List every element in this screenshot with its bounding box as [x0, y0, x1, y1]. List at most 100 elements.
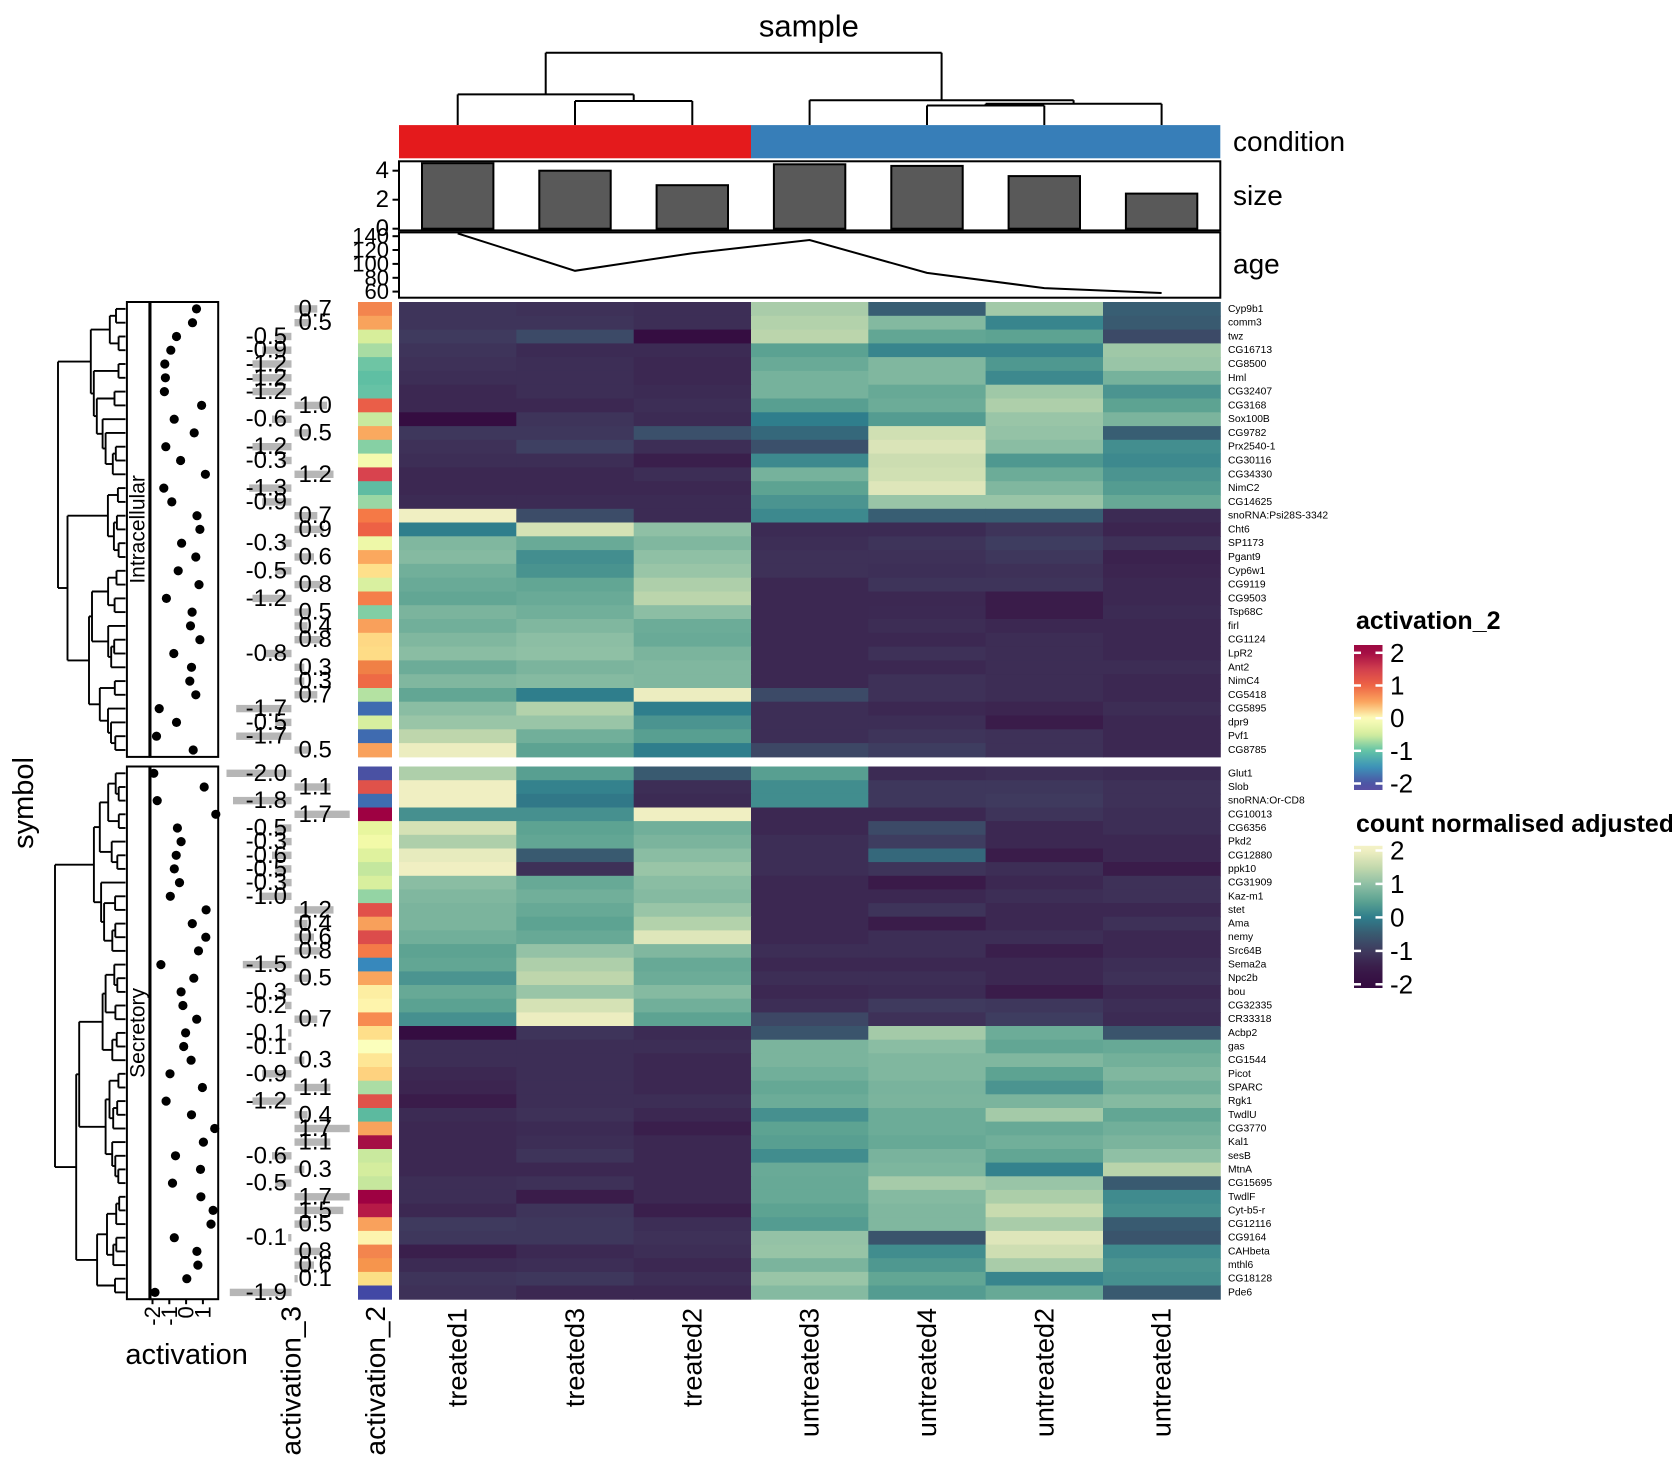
svg-text:1.1: 1.1: [299, 1074, 332, 1101]
svg-text:0.4: 0.4: [299, 910, 332, 937]
svg-text:size: size: [1233, 180, 1283, 211]
svg-text:2: 2: [1390, 836, 1404, 866]
svg-text:Secretory: Secretory: [127, 987, 150, 1077]
svg-text:Glut1: Glut1: [1228, 768, 1253, 779]
svg-text:0: 0: [1390, 902, 1404, 932]
svg-text:-1.5: -1.5: [246, 951, 287, 978]
svg-text:-0.5: -0.5: [246, 855, 287, 882]
svg-text:CG3770: CG3770: [1228, 1124, 1267, 1135]
svg-text:Cyp6w1: Cyp6w1: [1228, 566, 1265, 577]
svg-text:CG6356: CG6356: [1228, 823, 1267, 834]
svg-text:snoRNA:Psi28S-3342: snoRNA:Psi28S-3342: [1228, 511, 1328, 522]
svg-text:CG31909: CG31909: [1228, 878, 1272, 889]
svg-text:Pkd2: Pkd2: [1228, 837, 1252, 848]
svg-text:-0.5: -0.5: [246, 815, 287, 842]
svg-text:gas: gas: [1228, 1042, 1245, 1053]
svg-text:Sema2a: Sema2a: [1228, 960, 1267, 971]
svg-text:0.8: 0.8: [299, 937, 332, 964]
svg-text:-0.6: -0.6: [246, 406, 287, 433]
svg-text:-0.1: -0.1: [246, 1224, 287, 1251]
svg-text:-1.7: -1.7: [246, 695, 287, 722]
svg-text:Kaz-m1: Kaz-m1: [1228, 891, 1264, 902]
svg-text:-1: -1: [1390, 736, 1413, 766]
svg-text:Intracellular: Intracellular: [127, 475, 150, 584]
svg-text:0.3: 0.3: [299, 1047, 332, 1074]
svg-text:-0.1: -0.1: [246, 1019, 287, 1046]
svg-text:-2.0: -2.0: [246, 760, 287, 787]
svg-text:treated3: treated3: [560, 1308, 590, 1407]
svg-text:Acbp2: Acbp2: [1228, 1028, 1257, 1039]
svg-text:-0.9: -0.9: [246, 1060, 287, 1087]
svg-text:0.8: 0.8: [299, 626, 332, 653]
svg-text:-1.8: -1.8: [246, 787, 287, 814]
svg-text:0.4: 0.4: [299, 1101, 332, 1128]
svg-text:CG3168: CG3168: [1228, 400, 1267, 411]
svg-text:condition: condition: [1233, 126, 1345, 157]
svg-text:0.5: 0.5: [299, 599, 332, 626]
svg-text:mthl6: mthl6: [1228, 1260, 1253, 1271]
svg-text:1.2: 1.2: [299, 461, 332, 488]
svg-text:1.5: 1.5: [299, 1197, 332, 1224]
svg-text:Npc2b: Npc2b: [1228, 973, 1258, 984]
svg-text:0.8: 0.8: [299, 571, 332, 598]
svg-text:80: 80: [365, 265, 389, 290]
svg-text:age: age: [1233, 248, 1280, 279]
svg-text:stet: stet: [1228, 905, 1245, 916]
svg-text:-1.2: -1.2: [246, 1088, 287, 1115]
svg-text:CG32407: CG32407: [1228, 387, 1272, 398]
svg-text:-2: -2: [1390, 769, 1413, 799]
svg-text:-0.6: -0.6: [246, 842, 287, 869]
svg-text:Cyt-b5-r: Cyt-b5-r: [1228, 1205, 1266, 1216]
svg-text:0.3: 0.3: [299, 1156, 332, 1183]
svg-text:0.3: 0.3: [299, 654, 332, 681]
svg-text:1.7: 1.7: [299, 801, 332, 828]
svg-text:-0.9: -0.9: [246, 488, 287, 515]
svg-text:CR33318: CR33318: [1228, 1014, 1272, 1025]
svg-text:dpr9: dpr9: [1228, 717, 1249, 728]
svg-text:-1.2: -1.2: [246, 351, 287, 378]
svg-text:bou: bou: [1228, 987, 1245, 998]
svg-text:-1.2: -1.2: [246, 364, 287, 391]
svg-text:100: 100: [352, 251, 389, 276]
svg-text:-0.2: -0.2: [246, 992, 287, 1019]
svg-text:TwdlF: TwdlF: [1228, 1192, 1255, 1203]
svg-text:-1.7: -1.7: [246, 723, 287, 750]
svg-text:-0.5: -0.5: [246, 323, 287, 350]
svg-text:symbol: symbol: [8, 757, 40, 849]
svg-text:Ant2: Ant2: [1228, 662, 1249, 673]
svg-text:SP1173: SP1173: [1228, 538, 1264, 549]
svg-text:-1.9: -1.9: [246, 1279, 287, 1306]
svg-text:nemy: nemy: [1228, 932, 1254, 943]
svg-text:1.7: 1.7: [299, 1183, 332, 1210]
svg-text:untreated2: untreated2: [1029, 1308, 1059, 1437]
svg-text:0.6: 0.6: [299, 544, 332, 571]
svg-text:-1.2: -1.2: [246, 585, 287, 612]
svg-text:0.8: 0.8: [299, 1238, 332, 1265]
svg-text:Ama: Ama: [1228, 919, 1249, 930]
svg-text:-0.5: -0.5: [246, 1170, 287, 1197]
svg-text:0.6: 0.6: [299, 1252, 332, 1279]
svg-text:0: 0: [376, 215, 389, 242]
svg-text:-0.3: -0.3: [246, 447, 287, 474]
svg-text:Prx2540-1: Prx2540-1: [1228, 442, 1276, 453]
svg-text:-0.3: -0.3: [246, 978, 287, 1005]
svg-text:1.1: 1.1: [299, 1129, 332, 1156]
svg-text:CG9164: CG9164: [1228, 1233, 1267, 1244]
svg-text:0.5: 0.5: [299, 965, 332, 992]
svg-text:snoRNA:Or-CD8: snoRNA:Or-CD8: [1228, 796, 1305, 807]
svg-text:untreated4: untreated4: [912, 1308, 942, 1437]
svg-text:-1.0: -1.0: [246, 883, 287, 910]
svg-text:1.2: 1.2: [299, 896, 332, 923]
svg-text:-0.6: -0.6: [246, 1142, 287, 1169]
svg-text:CG5418: CG5418: [1228, 690, 1267, 701]
svg-text:-1.3: -1.3: [246, 475, 287, 502]
svg-text:Pde6: Pde6: [1228, 1287, 1252, 1298]
svg-text:1.7: 1.7: [299, 1115, 332, 1142]
svg-text:-0.8: -0.8: [246, 640, 287, 667]
svg-text:-0.9: -0.9: [246, 337, 287, 364]
svg-text:-1: -1: [1390, 936, 1413, 966]
svg-text:Src64B: Src64B: [1228, 946, 1262, 957]
svg-text:Slob: Slob: [1228, 782, 1249, 793]
svg-text:NimC4: NimC4: [1228, 676, 1260, 687]
svg-text:CG16713: CG16713: [1228, 345, 1272, 356]
